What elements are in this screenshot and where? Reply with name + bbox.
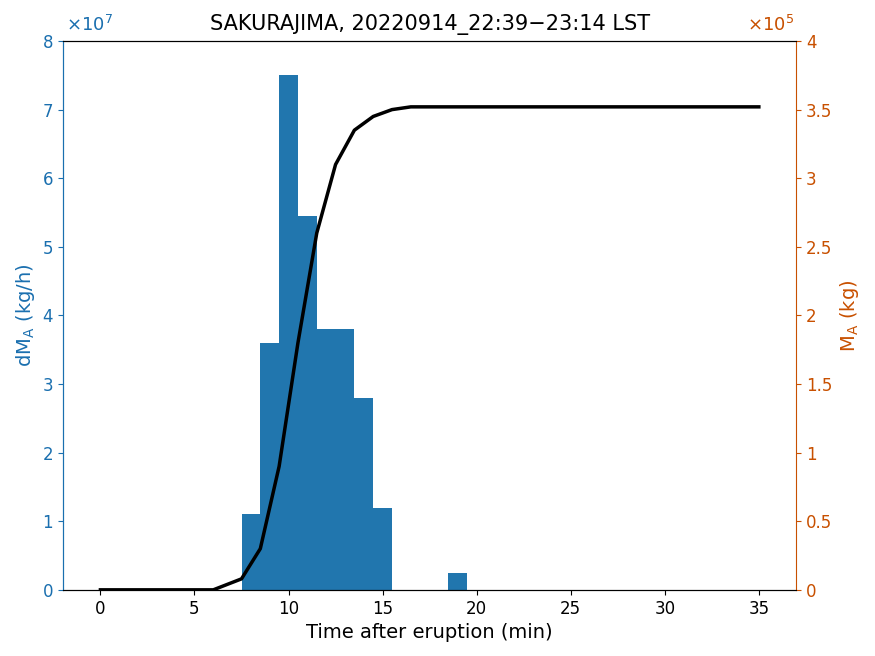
Text: $\times 10^5$: $\times 10^5$ bbox=[746, 15, 794, 35]
Bar bbox=[242, 514, 261, 590]
Y-axis label: $\mathregular{dM_A}$ (kg/h): $\mathregular{dM_A}$ (kg/h) bbox=[14, 264, 37, 367]
Bar bbox=[261, 343, 279, 590]
Bar bbox=[317, 329, 336, 590]
Bar bbox=[374, 508, 392, 590]
Bar bbox=[279, 75, 298, 590]
Bar bbox=[448, 573, 467, 590]
Title: SAKURAJIMA, 20220914_22:39−23:14 LST: SAKURAJIMA, 20220914_22:39−23:14 LST bbox=[210, 14, 649, 35]
X-axis label: Time after eruption (min): Time after eruption (min) bbox=[306, 623, 553, 642]
Bar bbox=[298, 216, 317, 590]
Text: $\times 10^7$: $\times 10^7$ bbox=[66, 15, 113, 35]
Bar bbox=[336, 329, 354, 590]
Bar bbox=[354, 398, 374, 590]
Y-axis label: $\mathregular{M_A}$ (kg): $\mathregular{M_A}$ (kg) bbox=[838, 279, 861, 352]
